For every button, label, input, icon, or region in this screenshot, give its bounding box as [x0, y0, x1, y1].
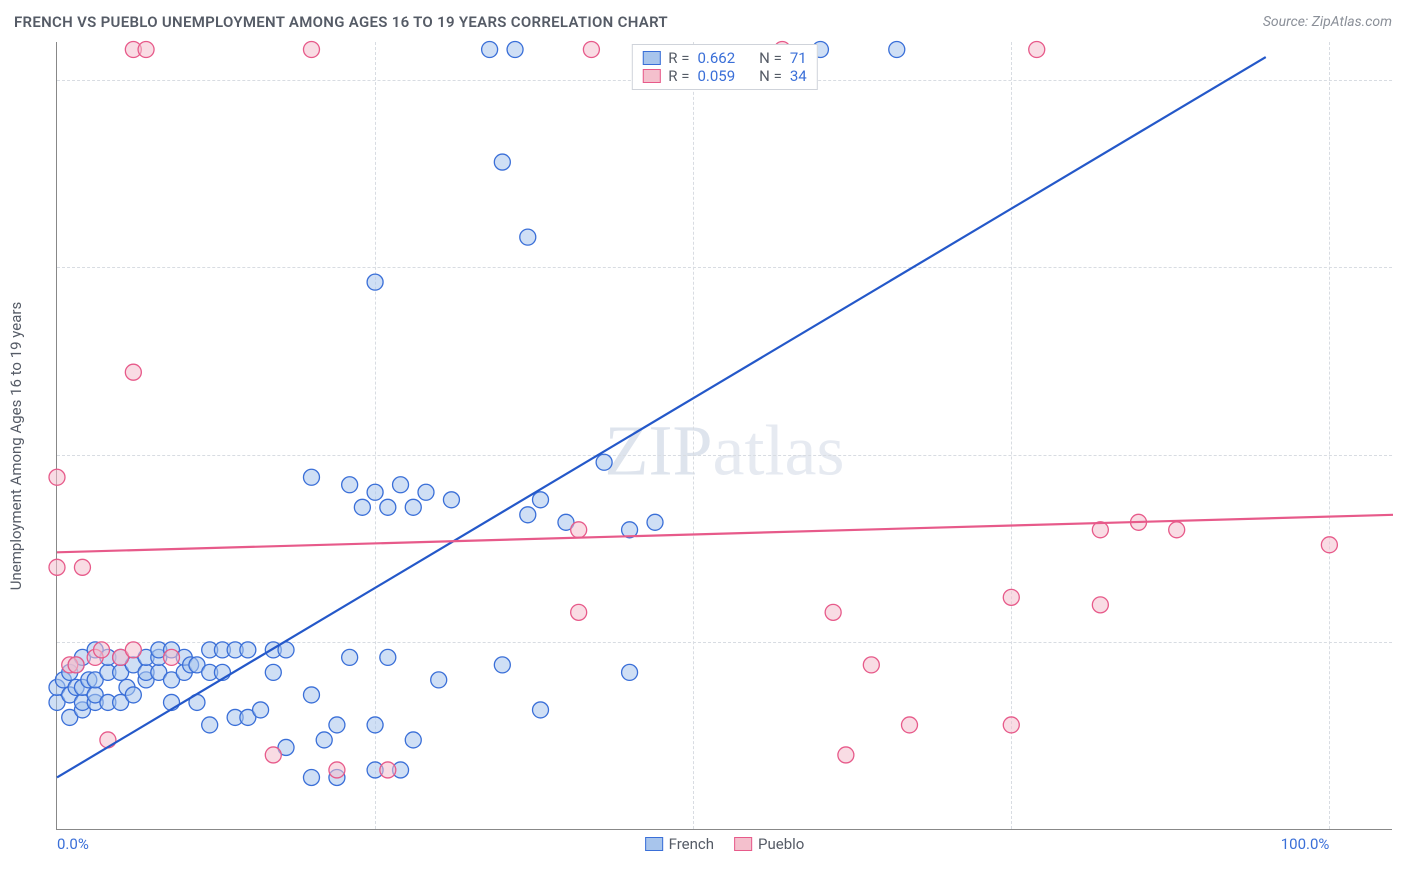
legend-n-label: N =	[759, 49, 782, 67]
scatter-point	[520, 229, 536, 245]
scatter-point	[342, 477, 358, 493]
scatter-point	[125, 642, 141, 658]
scatter-point	[405, 732, 421, 748]
legend-r-label: R =	[668, 67, 689, 85]
scatter-point	[303, 42, 319, 58]
scatter-point	[68, 657, 84, 673]
scatter-point	[1092, 597, 1108, 613]
legend-swatch-pueblo	[642, 69, 660, 83]
scatter-point	[1169, 522, 1185, 538]
x-tick-label: 0.0%	[57, 835, 89, 853]
scatter-point	[533, 492, 549, 508]
legend-series: French Pueblo	[645, 835, 805, 853]
y-tick-label: 50.0%	[1398, 446, 1406, 464]
scatter-point	[303, 769, 319, 785]
scatter-point	[380, 762, 396, 778]
scatter-point	[380, 499, 396, 515]
scatter-point	[520, 507, 536, 523]
legend-label-french: French	[669, 835, 714, 853]
scatter-point	[838, 747, 854, 763]
scatter-point	[1029, 42, 1045, 58]
legend-correlation: R = 0.662 N = 71 R = 0.059 N = 34	[631, 44, 817, 90]
scatter-point	[240, 642, 256, 658]
scatter-point	[253, 702, 269, 718]
scatter-point	[571, 604, 587, 620]
y-tick-label: 75.0%	[1398, 258, 1406, 276]
scatter-point	[164, 649, 180, 665]
legend-item-pueblo: Pueblo	[734, 835, 804, 853]
y-tick-label: 100.0%	[1398, 71, 1406, 89]
scatter-point	[507, 42, 523, 58]
scatter-point	[494, 657, 510, 673]
scatter-point	[647, 514, 663, 530]
legend-item-french: French	[645, 835, 714, 853]
scatter-point	[405, 499, 421, 515]
scatter-point	[533, 702, 549, 718]
x-tick-label: 100.0%	[1281, 835, 1330, 853]
scatter-point	[367, 717, 383, 733]
scatter-point	[1321, 537, 1337, 553]
scatter-point	[393, 477, 409, 493]
legend-swatch-french	[642, 51, 660, 65]
trend-line	[57, 515, 1393, 553]
legend-r-value-pueblo: 0.059	[697, 67, 735, 85]
scatter-point	[431, 672, 447, 688]
scatter-point	[418, 484, 434, 500]
scatter-point	[571, 522, 587, 538]
scatter-point	[443, 492, 459, 508]
scatter-point	[354, 499, 370, 515]
chart-title: FRENCH VS PUEBLO UNEMPLOYMENT AMONG AGES…	[14, 13, 668, 31]
scatter-point	[316, 732, 332, 748]
legend-r-label: R =	[668, 49, 689, 67]
scatter-point	[100, 732, 116, 748]
scatter-point	[303, 687, 319, 703]
scatter-point	[863, 657, 879, 673]
scatter-point	[494, 154, 510, 170]
plot-area: ZIPatlas 25.0%50.0%75.0%100.0%0.0%100.0%…	[56, 42, 1392, 830]
scatter-point	[125, 687, 141, 703]
scatter-point	[265, 747, 281, 763]
scatter-point	[583, 42, 599, 58]
legend-row-pueblo: R = 0.059 N = 34	[642, 67, 806, 85]
scatter-point	[202, 717, 218, 733]
legend-r-value-french: 0.662	[697, 49, 735, 67]
scatter-point	[125, 364, 141, 380]
scatter-point	[367, 274, 383, 290]
y-axis-title: Unemployment Among Ages 16 to 19 years	[7, 302, 25, 590]
legend-n-value-french: 71	[790, 49, 807, 67]
legend-n-label: N =	[759, 67, 782, 85]
legend-row-french: R = 0.662 N = 71	[642, 49, 806, 67]
scatter-point	[825, 604, 841, 620]
scatter-point	[94, 642, 110, 658]
scatter-point	[596, 454, 612, 470]
scatter-point	[138, 42, 154, 58]
scatter-point	[74, 559, 90, 575]
legend-swatch-french-b	[645, 837, 663, 851]
scatter-point	[901, 717, 917, 733]
scatter-point	[622, 664, 638, 680]
scatter-point	[889, 42, 905, 58]
scatter-point	[1003, 589, 1019, 605]
scatter-point	[329, 762, 345, 778]
scatter-point	[380, 649, 396, 665]
scatter-point	[367, 484, 383, 500]
y-tick-label: 25.0%	[1398, 633, 1406, 651]
scatter-point	[265, 664, 281, 680]
source-label: Source: ZipAtlas.com	[1263, 14, 1392, 30]
scatter-point	[303, 469, 319, 485]
legend-label-pueblo: Pueblo	[758, 835, 804, 853]
scatter-point	[342, 649, 358, 665]
scatter-point	[482, 42, 498, 58]
trend-line	[57, 57, 1266, 777]
legend-n-value-pueblo: 34	[790, 67, 807, 85]
scatter-point	[329, 717, 345, 733]
scatter-point	[49, 469, 65, 485]
scatter-point	[1003, 717, 1019, 733]
legend-swatch-pueblo-b	[734, 837, 752, 851]
plot-svg	[57, 42, 1392, 829]
scatter-point	[49, 559, 65, 575]
